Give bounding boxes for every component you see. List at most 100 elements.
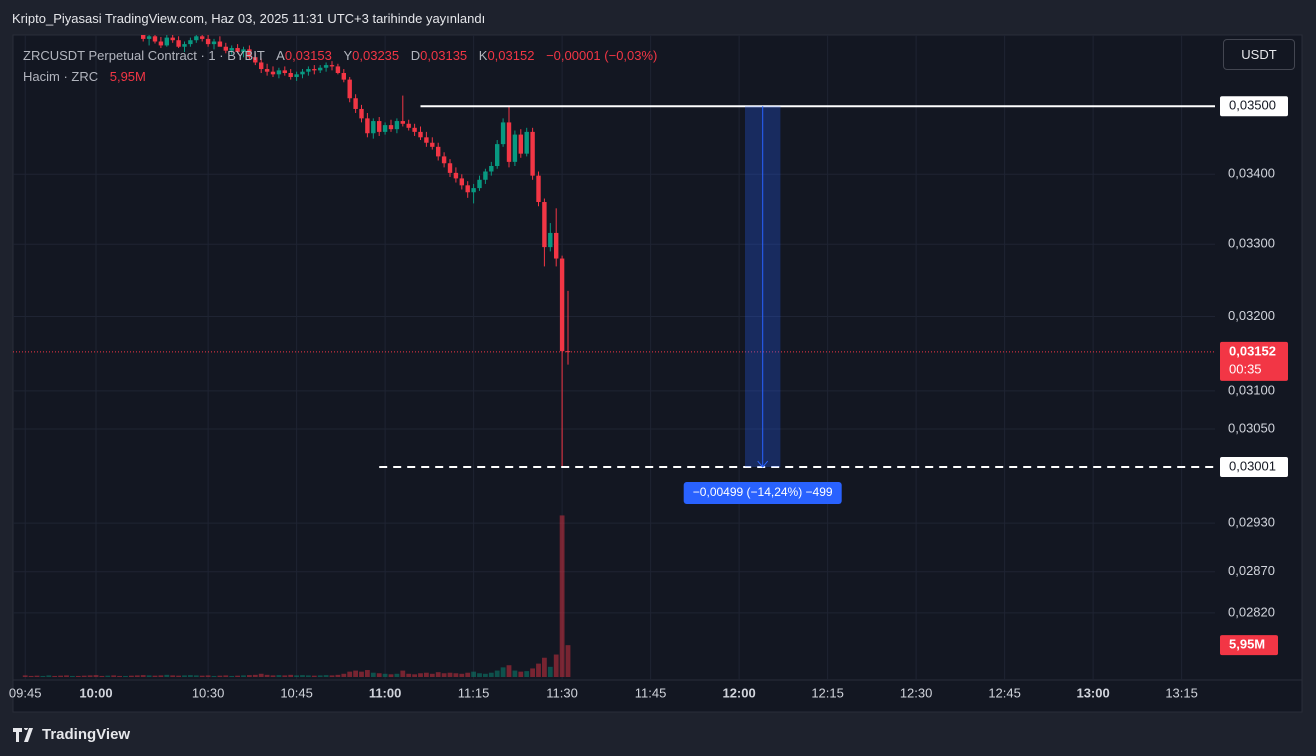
volume-bar xyxy=(518,671,524,677)
volume-bar xyxy=(506,665,512,677)
volume-label-box xyxy=(1220,635,1278,656)
volume-bar xyxy=(370,672,376,677)
x-tick-label: 13:00 xyxy=(1076,685,1109,700)
volume-bar xyxy=(199,675,205,677)
candle-body xyxy=(394,121,400,130)
candle-body xyxy=(211,41,217,45)
candle-body xyxy=(253,57,258,63)
x-tick-label: 09:45 xyxy=(9,685,42,700)
volume-bar xyxy=(264,674,270,677)
candle-body xyxy=(217,41,223,47)
publish-header: Kripto_Piyasasi TradingView.com, Haz 03,… xyxy=(12,11,486,26)
x-tick-label: 12:45 xyxy=(988,685,1021,700)
volume-bar xyxy=(542,657,547,677)
volume-bar xyxy=(300,675,305,677)
volume-bar xyxy=(400,670,406,677)
candle-body xyxy=(188,40,193,45)
volume-bar xyxy=(129,675,134,677)
candle-body xyxy=(100,16,104,20)
candle-body xyxy=(123,24,127,26)
candle-body xyxy=(259,62,264,70)
volume-bar xyxy=(341,673,347,677)
volume-bar xyxy=(559,515,565,677)
candle-body xyxy=(106,18,110,20)
volume-bar xyxy=(435,672,441,677)
volume-bar xyxy=(565,645,571,677)
volume-bar xyxy=(536,663,541,677)
volume-bar xyxy=(158,675,164,677)
candle-body xyxy=(306,69,311,72)
legend-key: A xyxy=(276,48,285,63)
volume-bar xyxy=(34,675,40,677)
grid xyxy=(13,35,1215,680)
candle-body xyxy=(276,70,282,75)
candle-body xyxy=(318,67,323,71)
candle-body xyxy=(406,123,411,128)
candle-body xyxy=(506,122,512,162)
legend-row: ZRCUSDT Perpetual Contract · 1 · BYBIT A… xyxy=(23,45,657,66)
y-tick-label: 0,03100 xyxy=(1228,382,1275,397)
volume-bar xyxy=(58,675,63,677)
volume-name: Hacim · ZRC xyxy=(23,69,99,84)
volume-bar xyxy=(241,675,246,677)
x-tick-label: 10:00 xyxy=(79,685,112,700)
x-tick-label: 12:00 xyxy=(722,685,755,700)
volume-bar xyxy=(247,675,252,677)
y-tick-label: 0,02820 xyxy=(1228,604,1275,619)
volume-bar xyxy=(111,675,117,677)
volume-bar xyxy=(188,675,193,677)
x-tick-label: 11:00 xyxy=(369,685,402,700)
legend-value: 0,03153 xyxy=(284,48,332,63)
volume-bar xyxy=(323,675,329,677)
y-tick-label: 0,03400 xyxy=(1228,166,1275,181)
candle-body xyxy=(382,125,388,132)
x-tick-label: 11:30 xyxy=(546,685,578,700)
volume-value: 5,95M xyxy=(109,69,146,84)
volume-bar xyxy=(40,675,46,677)
candle-body xyxy=(152,36,158,42)
candle-body xyxy=(400,121,405,124)
candle-body xyxy=(112,18,116,23)
currency-button[interactable]: USDT xyxy=(1223,39,1295,70)
candle-body xyxy=(235,48,240,52)
volume-bar xyxy=(282,675,288,677)
volume-bar xyxy=(152,675,158,677)
volume-bar xyxy=(193,675,199,677)
volume-bar xyxy=(311,675,317,677)
candle-body xyxy=(412,127,417,132)
volume-bar xyxy=(382,673,388,677)
x-tick-label: 11:15 xyxy=(458,685,490,700)
volume-bar xyxy=(105,675,111,677)
volume-bar xyxy=(276,675,282,677)
measure-label: −0,00499 (−14,24%) −499 xyxy=(693,485,833,499)
volume-bar xyxy=(329,675,335,677)
volume-bar xyxy=(70,675,75,677)
legend-value: 0,03152 xyxy=(487,48,535,63)
candle-body xyxy=(270,71,276,75)
candle-body xyxy=(388,125,394,130)
volume-bar xyxy=(288,674,294,677)
candle-body xyxy=(471,188,476,193)
volume-bar xyxy=(553,654,559,677)
candle-body xyxy=(158,41,164,46)
candle-body xyxy=(371,121,376,134)
volume-bar xyxy=(28,675,34,677)
candle-body xyxy=(229,48,234,51)
candle-body xyxy=(548,232,553,248)
candle-body xyxy=(341,73,346,80)
volume-bar xyxy=(22,675,28,677)
legend-change: −0,00001 (−0,03%) xyxy=(546,48,658,63)
candle-body xyxy=(477,179,482,189)
legend-row: Hacim · ZRC 5,95M xyxy=(23,66,657,87)
countdown: 00:35 xyxy=(1229,361,1262,376)
volume-bar xyxy=(99,675,105,677)
candle-body xyxy=(76,3,80,7)
candle-body xyxy=(300,71,305,75)
price-label-box xyxy=(1220,457,1288,478)
candle-body xyxy=(88,11,92,14)
candle-body xyxy=(430,142,435,147)
candle-body xyxy=(530,131,535,176)
candle-body xyxy=(559,258,565,352)
candle-body xyxy=(194,36,199,41)
